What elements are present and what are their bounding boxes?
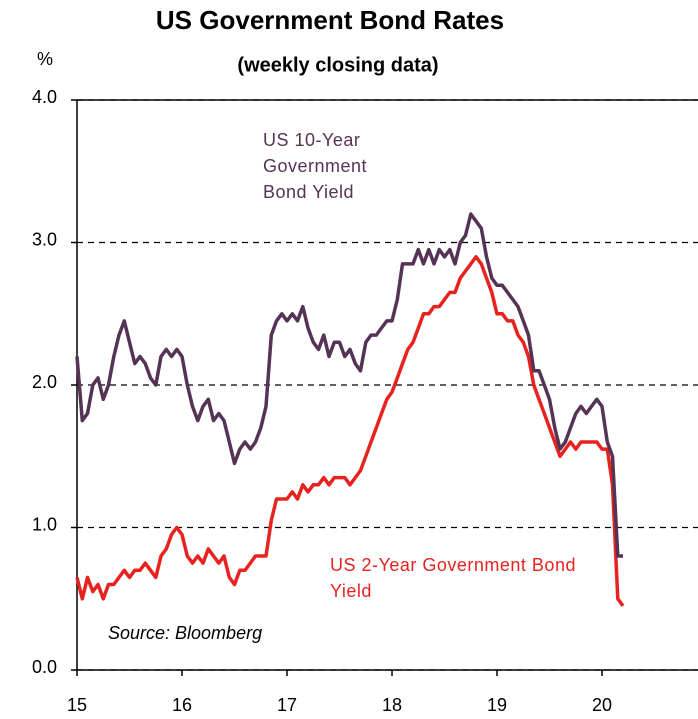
chart-subtitle: (weekly closing data)	[237, 54, 438, 76]
y-tick-label: 0.0	[32, 657, 57, 677]
y-tick-label: 3.0	[32, 229, 57, 249]
y-axis-label: %	[37, 49, 53, 69]
series-label: US 10-Year Government Bond Yield	[263, 130, 368, 202]
x-tick-label: 16	[172, 695, 192, 715]
series-label: US 2-Year Government Bond Yield	[330, 555, 576, 601]
x-tick-label: 18	[382, 695, 402, 715]
x-tick-label: 20	[592, 695, 612, 715]
y-tick-label: 2.0	[32, 372, 57, 392]
chart-title: US Government Bond Rates	[156, 5, 504, 35]
y-tick-label: 1.0	[32, 514, 57, 534]
x-tick-label: 15	[67, 695, 87, 715]
x-tick-label: 19	[487, 695, 507, 715]
series-line	[75, 255, 625, 607]
y-tick-label: 4.0	[32, 87, 57, 107]
series-line	[75, 212, 623, 558]
x-tick-label: 17	[277, 695, 297, 715]
source-note: Source: Bloomberg	[108, 623, 263, 643]
